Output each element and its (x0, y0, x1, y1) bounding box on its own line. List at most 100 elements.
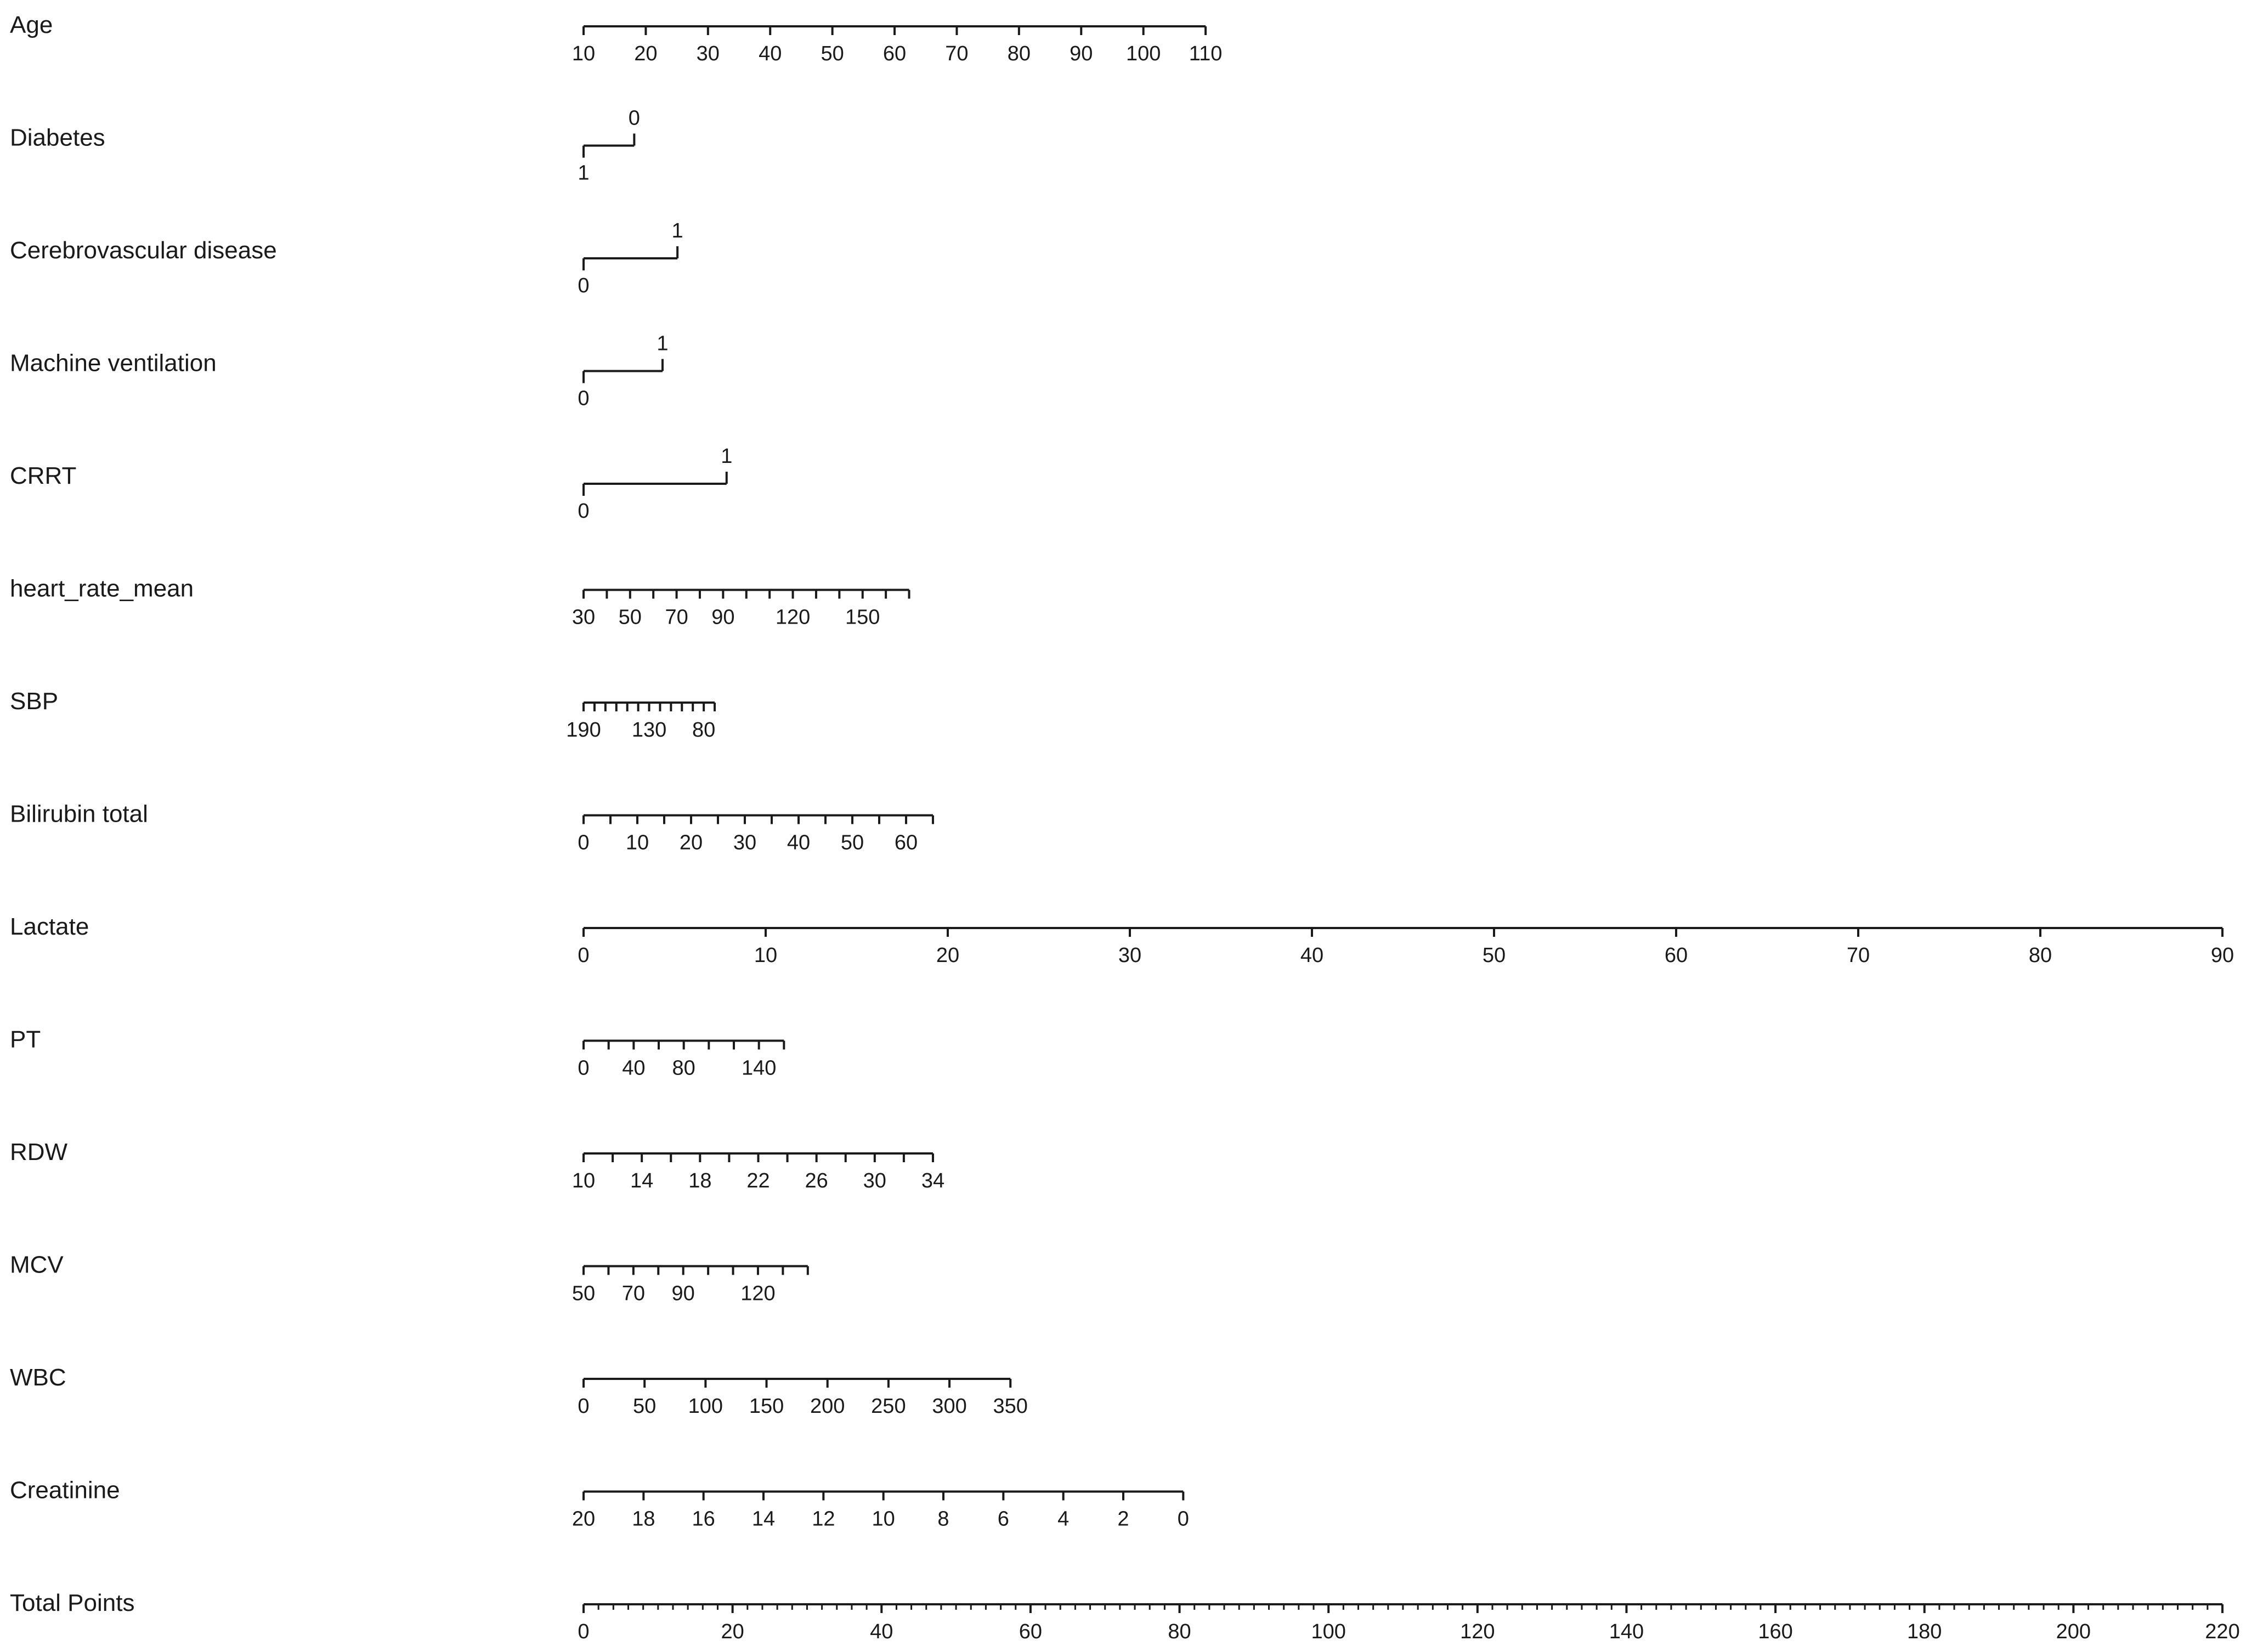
row-heart-rate-mean-tick-label-70: 70 (665, 606, 688, 629)
row-mcv-tick-label-120: 120 (740, 1282, 775, 1305)
row-rdw-tick-label-34: 34 (921, 1169, 944, 1192)
row-creatinine-tick-label-14: 14 (752, 1508, 775, 1531)
row-sbp-label: SBP (10, 688, 58, 715)
row-creatinine-tick-label-6: 6 (998, 1508, 1009, 1531)
row-lactate-tick-label-70: 70 (1847, 944, 1870, 967)
row-wbc-tick-label-150: 150 (749, 1395, 784, 1418)
row-lactate-tick-label-40: 40 (1300, 944, 1323, 967)
row-heart-rate-mean-label: heart_rate_mean (10, 575, 194, 602)
row-age-tick-label-60: 60 (883, 42, 906, 65)
row-total-points-tick-label-80: 80 (1168, 1620, 1191, 1643)
row-total-points-tick-label-180: 180 (1907, 1620, 1942, 1643)
row-sbp-tick-label-130: 130 (632, 718, 666, 742)
row-crrt-level-label-0: 0 (578, 500, 589, 523)
row-mcv-tick-label-70: 70 (622, 1282, 645, 1305)
row-age-tick-label-30: 30 (697, 42, 720, 65)
row-rdw-tick-label-30: 30 (863, 1169, 886, 1192)
row-total-points-tick-label-220: 220 (2205, 1620, 2239, 1643)
row-creatinine-tick-label-16: 16 (692, 1508, 715, 1531)
row-lactate-tick-label-0: 0 (578, 944, 589, 967)
row-age-tick-label-10: 10 (572, 42, 595, 65)
row-bilirubin-total-tick-label-10: 10 (626, 831, 649, 855)
row-age-tick-label-100: 100 (1126, 42, 1161, 65)
row-total-points-tick-label-200: 200 (2056, 1620, 2091, 1643)
row-rdw-tick-label-22: 22 (746, 1169, 770, 1192)
row-heart-rate-mean-tick-label-50: 50 (619, 606, 642, 629)
row-machine-ventilation-level-label-0: 0 (578, 387, 589, 410)
row-lactate-tick-label-30: 30 (1118, 944, 1141, 967)
row-lactate-tick-label-90: 90 (2211, 944, 2234, 967)
row-bilirubin-total-label: Bilirubin total (10, 801, 148, 828)
row-total-points-tick-label-20: 20 (721, 1620, 744, 1643)
row-wbc-label: WBC (10, 1364, 66, 1391)
row-age-tick-label-40: 40 (759, 42, 782, 65)
row-pt-label: PT (10, 1026, 41, 1053)
row-wbc-tick-label-100: 100 (688, 1395, 723, 1418)
row-cerebrovascular-disease-level-label-1: 1 (672, 219, 683, 242)
row-total-points-tick-label-140: 140 (1609, 1620, 1644, 1643)
row-crrt-level-label-1: 1 (721, 445, 732, 468)
row-wbc-tick-label-350: 350 (993, 1395, 1028, 1418)
row-age-tick-label-80: 80 (1008, 42, 1031, 65)
row-bilirubin-total-tick-label-20: 20 (680, 831, 703, 855)
row-creatinine-tick-label-8: 8 (937, 1508, 949, 1531)
row-age-tick-label-110: 110 (1189, 42, 1223, 65)
row-heart-rate-mean-tick-label-120: 120 (776, 606, 810, 629)
row-pt-tick-label-40: 40 (622, 1057, 645, 1080)
row-heart-rate-mean-tick-label-150: 150 (845, 606, 880, 629)
row-creatinine-tick-label-0: 0 (1178, 1508, 1189, 1531)
row-lactate-label: Lactate (10, 913, 89, 940)
row-bilirubin-total-tick-label-30: 30 (733, 831, 756, 855)
row-heart-rate-mean-tick-label-90: 90 (711, 606, 734, 629)
row-cerebrovascular-disease-level-label-0: 0 (578, 274, 589, 297)
row-lactate-tick-label-20: 20 (936, 944, 959, 967)
row-sbp-tick-label-190: 190 (566, 718, 601, 742)
row-total-points-tick-label-40: 40 (870, 1620, 893, 1643)
row-age-tick-label-20: 20 (634, 42, 657, 65)
row-rdw-tick-label-10: 10 (572, 1169, 595, 1192)
row-sbp-tick-label-80: 80 (692, 718, 715, 742)
row-age-tick-label-90: 90 (1070, 42, 1093, 65)
row-machine-ventilation-level-label-1: 1 (657, 332, 668, 355)
row-lactate-tick-label-50: 50 (1483, 944, 1506, 967)
row-creatinine-tick-label-20: 20 (572, 1508, 595, 1531)
row-lactate-tick-label-10: 10 (754, 944, 777, 967)
row-creatinine-tick-label-18: 18 (632, 1508, 655, 1531)
row-bilirubin-total-tick-label-0: 0 (578, 831, 589, 855)
row-wbc-tick-label-200: 200 (810, 1395, 845, 1418)
row-creatinine-tick-label-10: 10 (872, 1508, 895, 1531)
row-creatinine-tick-label-12: 12 (812, 1508, 835, 1531)
row-machine-ventilation-label: Machine ventilation (10, 350, 217, 377)
row-diabetes-level-label-1: 1 (578, 162, 589, 185)
row-total-points-tick-label-0: 0 (578, 1620, 589, 1643)
row-mcv-label: MCV (10, 1252, 64, 1278)
row-mcv-tick-label-50: 50 (572, 1282, 595, 1305)
row-wbc-tick-label-300: 300 (932, 1395, 966, 1418)
row-pt-tick-label-140: 140 (742, 1057, 776, 1080)
row-age-tick-label-50: 50 (821, 42, 844, 65)
row-mcv-tick-label-90: 90 (672, 1282, 695, 1305)
row-age-label: Age (10, 12, 53, 38)
row-total-points-label: Total Points (10, 1589, 134, 1616)
row-lactate-tick-label-80: 80 (2029, 944, 2052, 967)
row-lactate-tick-label-60: 60 (1665, 944, 1688, 967)
row-diabetes-label: Diabetes (10, 125, 105, 151)
row-creatinine-tick-label-4: 4 (1057, 1508, 1069, 1531)
row-rdw-label: RDW (10, 1139, 68, 1166)
row-cerebrovascular-disease-label: Cerebrovascular disease (10, 237, 277, 264)
row-pt-tick-label-0: 0 (578, 1057, 589, 1080)
row-crrt-label: CRRT (10, 462, 76, 489)
row-rdw-tick-label-14: 14 (630, 1169, 653, 1192)
row-heart-rate-mean-tick-label-30: 30 (572, 606, 595, 629)
row-bilirubin-total-tick-label-50: 50 (841, 831, 864, 855)
row-total-points-tick-label-100: 100 (1311, 1620, 1345, 1643)
row-bilirubin-total-tick-label-60: 60 (895, 831, 918, 855)
row-diabetes-level-label-0: 0 (629, 107, 640, 130)
row-bilirubin-total-tick-label-40: 40 (787, 831, 810, 855)
row-total-points-tick-label-120: 120 (1460, 1620, 1495, 1643)
row-rdw-tick-label-18: 18 (688, 1169, 711, 1192)
row-creatinine-tick-label-2: 2 (1117, 1508, 1129, 1531)
row-wbc-tick-label-0: 0 (578, 1395, 589, 1418)
row-total-points-tick-label-160: 160 (1758, 1620, 1792, 1643)
